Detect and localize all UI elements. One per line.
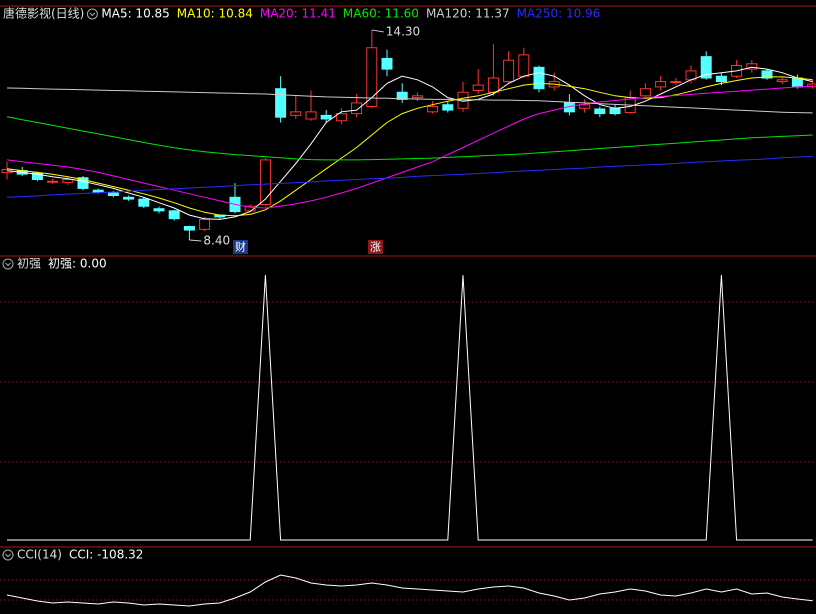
candle-body [107,192,119,197]
candle-body [670,81,682,84]
candle-body [47,180,59,183]
marker-box [368,240,383,254]
ma-line [6,76,813,217]
candle-body [381,57,393,70]
legend-entry: MA10: 10.84 [177,7,253,21]
panel-title: 初强 [17,257,41,271]
ma-line [6,155,813,198]
marker-box [233,240,248,254]
candle-body [715,75,727,83]
ma-line [6,116,813,161]
annotation-arrow [189,239,202,242]
candle-body [518,54,530,77]
candle-body [442,104,454,111]
candle-body [335,113,347,122]
collapse-icon [2,549,14,561]
ma-line [6,66,813,220]
marker: 财 [235,240,246,254]
candle-body [609,107,621,115]
candle-body [533,66,545,90]
marker: 涨 [370,241,381,254]
annotation-arrow [371,29,384,33]
candle-body [487,77,499,93]
ma-line [6,87,813,114]
collapse-icon [89,12,96,17]
collapse-icon [2,258,14,270]
candle-body [655,81,667,88]
candle-body [776,79,788,83]
candle-body [259,159,271,205]
candle-body [62,179,74,183]
min-label: 8.40 [203,234,230,248]
candle-body [153,208,165,212]
candle-body [275,88,287,118]
collapse-icon [5,262,11,267]
indicator-line [7,275,813,541]
candle-body [579,104,591,109]
candle-body [305,111,317,120]
candle-body [396,91,408,100]
legend-entry: MA120: 11.37 [426,7,510,21]
candle-body [290,111,302,116]
candle-body [411,95,423,99]
candle-body [700,56,712,79]
candle-body [472,84,484,91]
candle-body [351,102,363,115]
legend-entry: MA20: 11.41 [260,7,336,21]
candle-body [168,210,180,220]
candle-body [594,108,606,115]
candle-body [366,47,378,108]
candle-body [31,172,43,181]
chart-title: 唐德影视(日线) [3,6,84,21]
collapse-icon [5,553,11,558]
candle-body [503,59,515,83]
candle-body [138,198,150,207]
legend-entry: CCI: -108.32 [69,548,143,562]
candle-body [244,205,256,212]
candle-body [77,177,89,189]
candle-body [320,114,332,120]
candle-body [427,106,439,113]
max-label: 14.30 [386,24,420,38]
legend-entry: MA250: 10.96 [517,7,601,21]
candle-body [746,63,758,70]
candle-body [183,226,195,231]
candle-body [791,77,803,88]
collapse-icon [86,8,98,20]
legend-entry: MA5: 10.85 [101,7,169,21]
candle-body [639,88,651,97]
candle-body [123,196,135,200]
panel-title: CCI(14) [17,548,62,562]
indicator-line [6,574,813,607]
candle-body [199,218,211,230]
candle-body [761,70,773,79]
candle-body [92,189,104,193]
ma-line [6,85,813,209]
legend-entry: MA60: 11.60 [343,7,419,21]
legend-entry: 初强: 0.00 [48,257,107,271]
